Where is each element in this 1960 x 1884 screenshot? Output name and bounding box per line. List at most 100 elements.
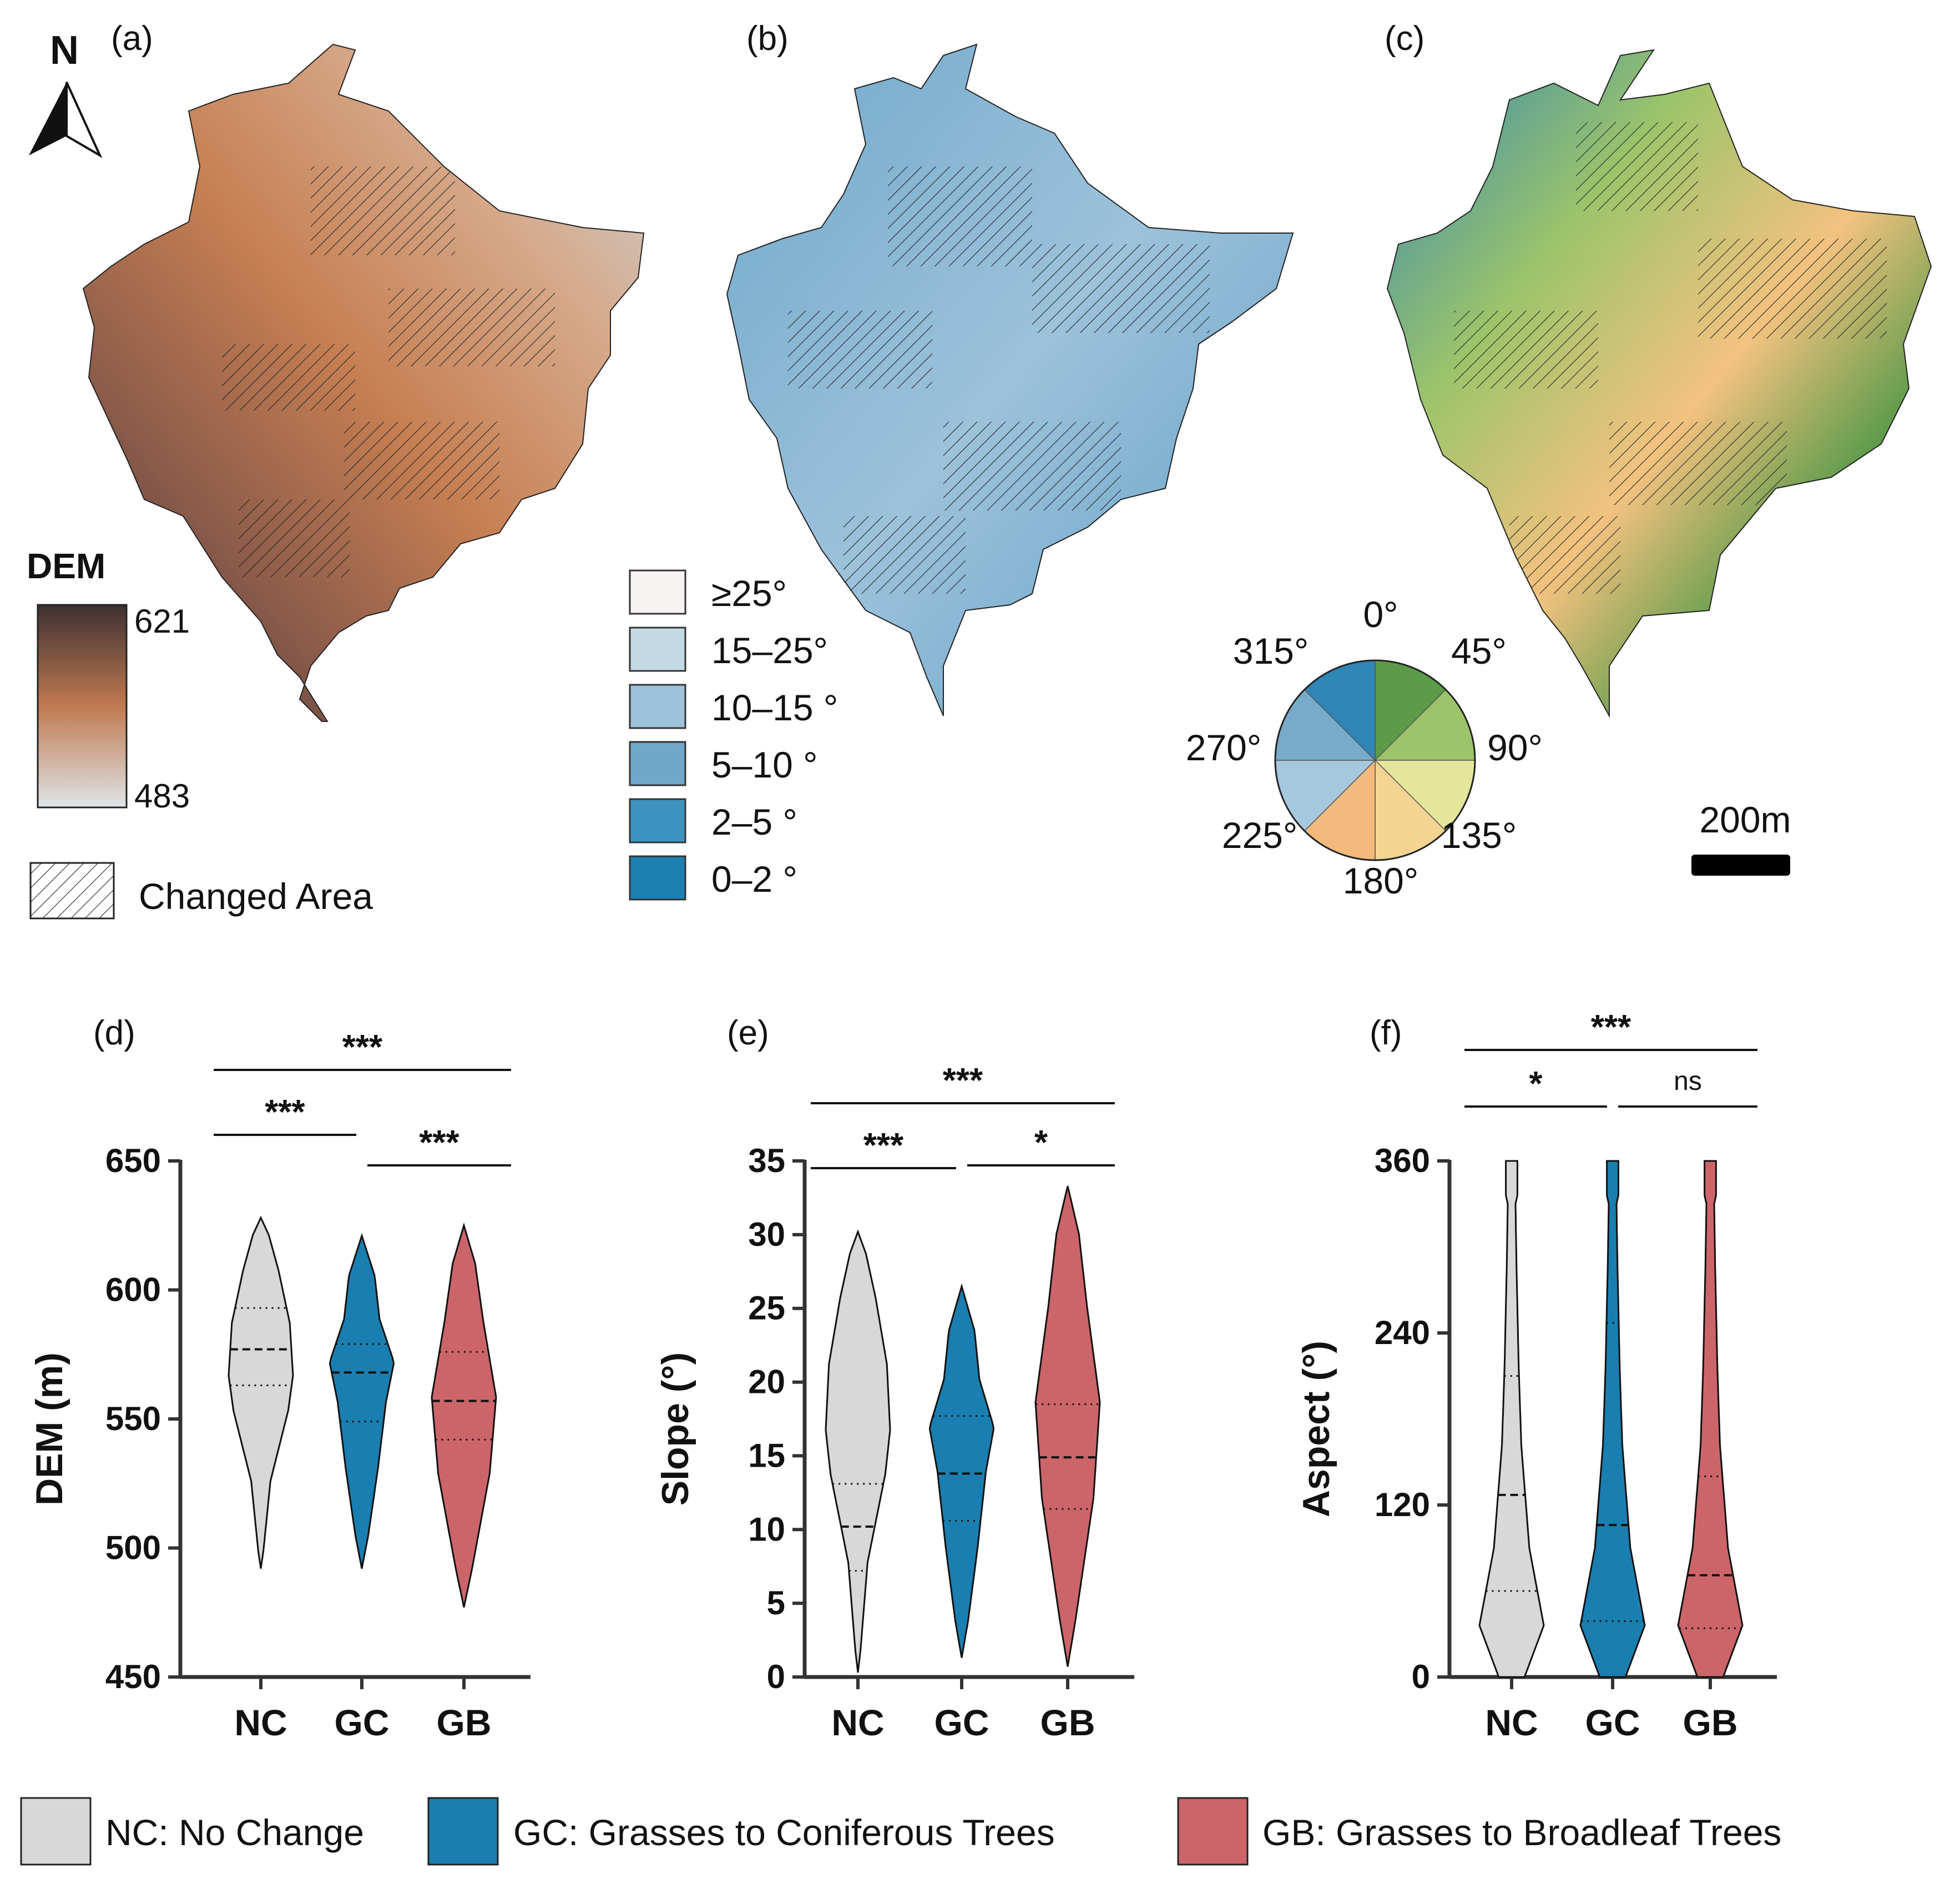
legend-swatch-gc: [427, 1797, 499, 1866]
y-axis-label: Slope (°): [654, 1352, 696, 1506]
changed-area-patch: [1576, 122, 1698, 211]
panel-label-d: (d): [93, 1014, 135, 1052]
x-tick-label: GC: [1585, 1702, 1640, 1743]
changed-area-patch: [1454, 311, 1598, 388]
x-tick-label: NC: [234, 1702, 287, 1743]
x-tick-label: GB: [1040, 1702, 1095, 1743]
y-tick-label: 20: [748, 1363, 785, 1401]
y-axis-label: DEM (m): [28, 1352, 70, 1506]
significance-label: ***: [342, 1028, 383, 1067]
violin-gc: [1579, 1160, 1646, 1678]
aspect-wheel-labels: 0° 45° 90° 135° 180° 225° 270° 315°: [1186, 594, 1543, 901]
changed-area-patch: [311, 166, 455, 255]
y-tick-label: 15: [748, 1437, 785, 1474]
violin-nc: [825, 1229, 891, 1673]
x-tick-label: GB: [437, 1702, 492, 1743]
map-panel-a: (a) N DEM 621 483 Changed Area: [27, 19, 644, 920]
slope-legend: ≥25° 15–25° 10–15 ° 5–10 ° 2–5 ° 0–2 °: [629, 569, 838, 901]
changed-area-patch: [344, 422, 499, 499]
significance-label: ***: [863, 1127, 904, 1165]
y-tick-label: 450: [105, 1658, 161, 1695]
aspect-label-180: 180°: [1343, 860, 1419, 901]
significance-label: ***: [265, 1093, 305, 1132]
changed-area-patch: [788, 311, 932, 388]
slope-legend-label: 15–25°: [711, 630, 828, 671]
x-tick-label: NC: [1485, 1702, 1538, 1743]
panel-label-a: (a): [111, 19, 153, 58]
aspect-label-270: 270°: [1186, 727, 1262, 768]
significance-label: *: [1034, 1124, 1048, 1162]
legend-swatch-nc: [20, 1797, 92, 1866]
slope-legend-label: ≥25°: [711, 573, 787, 614]
panel-label-e: (e): [727, 1014, 769, 1052]
slope-legend-label: 0–2 °: [711, 858, 797, 900]
group-legend: NC: No Change GC: Grasses to Coniferous …: [20, 1797, 1781, 1866]
y-tick-label: 5: [767, 1584, 785, 1622]
changed-area-patch: [388, 289, 555, 366]
y-tick-label: 600: [105, 1271, 161, 1309]
x-tick-label: NC: [831, 1702, 884, 1743]
aspect-label-0: 0°: [1363, 594, 1398, 635]
y-tick-label: 120: [1375, 1486, 1430, 1523]
y-tick-label: 30: [748, 1216, 785, 1253]
legend-label-nc: NC: No Change: [105, 1812, 364, 1853]
slope-legend-label: 10–15 °: [711, 687, 838, 728]
violin-gb: [431, 1223, 497, 1608]
aspect-label-135: 135°: [1441, 815, 1517, 856]
slope-swatch: [629, 855, 686, 901]
dem-max-label: 621: [134, 603, 190, 640]
dem-min-label: 483: [134, 777, 190, 815]
north-arrow-icon: [29, 82, 67, 155]
y-tick-label: 0: [767, 1658, 785, 1695]
y-tick-label: 25: [748, 1290, 785, 1327]
changed-area-patch: [222, 344, 355, 411]
scale-bar: [1691, 855, 1790, 876]
y-axis-label: Aspect (°): [1295, 1341, 1337, 1517]
north-arrow-outline-icon: [65, 82, 103, 158]
panel-label-f: (f): [1370, 1014, 1402, 1052]
significance-label: *: [1529, 1065, 1543, 1103]
y-tick-label: 0: [1412, 1658, 1430, 1695]
aspect-label-45: 45°: [1451, 630, 1507, 671]
slope-swatch: [629, 684, 686, 729]
changed-area-patch: [1609, 422, 1787, 505]
aspect-label-90: 90°: [1487, 727, 1543, 768]
scale-bar-label: 200m: [1699, 799, 1791, 840]
slope-swatch: [629, 627, 686, 672]
changed-area-patch: [888, 166, 1032, 266]
map-panel-b: (b) ≥25° 15–25° 10–15 ° 5–10 ° 2–5 ° 0–2…: [629, 19, 1294, 901]
slope-swatch: [629, 569, 686, 615]
changed-area-patch: [843, 516, 966, 594]
panel-label-b: (b): [746, 19, 789, 58]
violin-gb: [1034, 1185, 1101, 1667]
legend-label-gc: GC: Grasses to Coniferous Trees: [513, 1812, 1055, 1853]
slope-legend-label: 5–10 °: [711, 744, 818, 785]
y-tick-label: 10: [748, 1511, 785, 1548]
x-tick-label: GC: [335, 1702, 390, 1743]
x-tick-label: GB: [1683, 1702, 1738, 1743]
changed-area-label: Changed Area: [139, 876, 373, 917]
slope-legend-label: 2–5 °: [711, 801, 797, 842]
aspect-label-225: 225°: [1222, 815, 1298, 856]
violin-gb: [1677, 1160, 1744, 1678]
changed-area-swatch: [29, 862, 115, 920]
y-tick-label: 360: [1375, 1142, 1430, 1179]
significance-label: ns: [1674, 1067, 1702, 1096]
panel-label-c: (c): [1385, 19, 1424, 58]
y-tick-label: 500: [105, 1529, 161, 1567]
changed-area-patch: [943, 422, 1121, 511]
violin-gc: [928, 1283, 995, 1658]
y-tick-label: 35: [748, 1142, 785, 1179]
changed-area-patch: [1698, 239, 1887, 339]
map-panel-c: (c) 0° 45° 90° 135° 180° 225° 270° 315° …: [1186, 19, 1932, 901]
y-tick-label: 240: [1375, 1314, 1430, 1351]
dem-colorbar: [37, 604, 128, 809]
changed-area-patch: [1509, 516, 1620, 594]
legend-swatch-gb: [1177, 1797, 1249, 1866]
significance-label: ***: [943, 1062, 983, 1100]
aspect-wheel: [1274, 659, 1476, 861]
aspect-label-315: 315°: [1233, 630, 1309, 671]
legend-label-gb: GB: Grasses to Broadleaf Trees: [1262, 1812, 1781, 1853]
